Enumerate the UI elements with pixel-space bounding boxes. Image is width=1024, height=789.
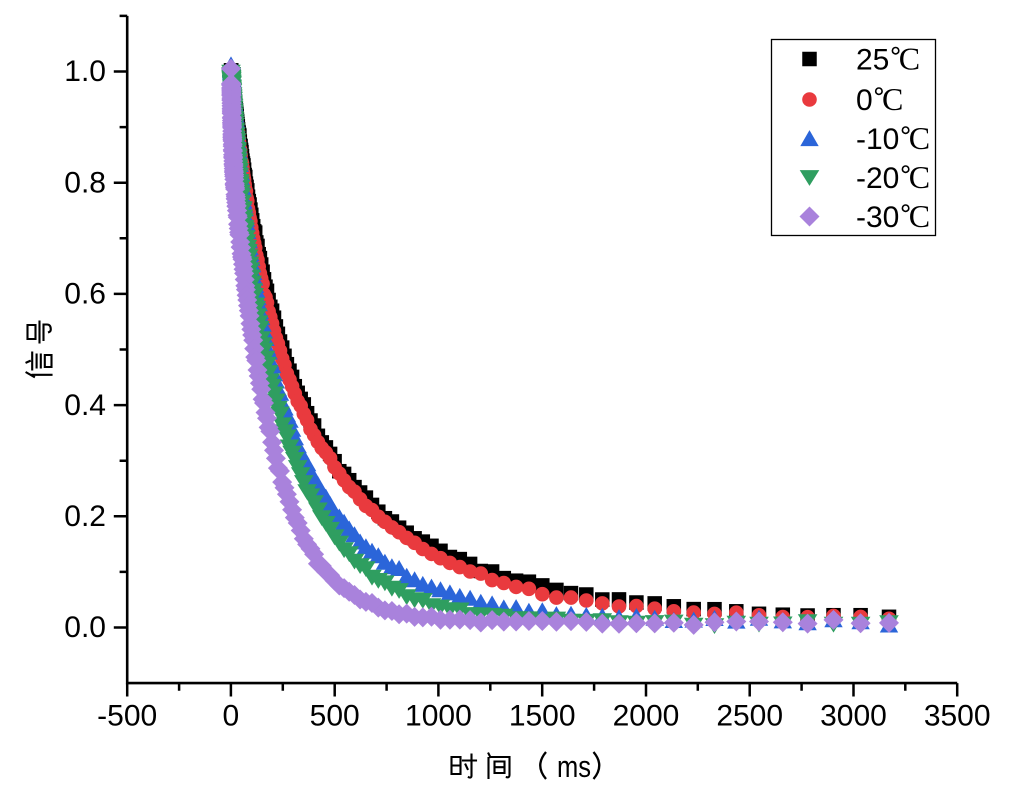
svg-text:C: C	[909, 198, 930, 234]
svg-text:3000: 3000	[820, 700, 887, 733]
svg-text:3500: 3500	[924, 700, 991, 733]
svg-text:0.2: 0.2	[64, 500, 106, 533]
svg-text:2500: 2500	[716, 700, 783, 733]
svg-text:1500: 1500	[509, 700, 576, 733]
svg-text:C: C	[899, 41, 920, 77]
svg-text:C: C	[882, 81, 903, 117]
svg-text:0.4: 0.4	[64, 389, 106, 422]
svg-text:C: C	[909, 159, 930, 195]
svg-text:-500: -500	[97, 700, 157, 733]
svg-text:0: 0	[223, 700, 240, 733]
svg-text:ms: ms	[557, 749, 591, 784]
svg-text:1000: 1000	[405, 700, 472, 733]
svg-text:0: 0	[856, 84, 873, 117]
svg-text:500: 500	[310, 700, 360, 733]
svg-text:2000: 2000	[613, 700, 680, 733]
svg-text:C: C	[909, 120, 930, 156]
svg-text:25: 25	[856, 44, 889, 77]
svg-text:1.0: 1.0	[64, 55, 106, 88]
svg-text:-20: -20	[856, 162, 899, 195]
svg-text:0.0: 0.0	[64, 611, 106, 644]
svg-text:-30: -30	[856, 201, 899, 234]
svg-text:-10: -10	[856, 123, 899, 156]
svg-text:0.8: 0.8	[64, 166, 106, 199]
svg-text:0.6: 0.6	[64, 278, 106, 311]
